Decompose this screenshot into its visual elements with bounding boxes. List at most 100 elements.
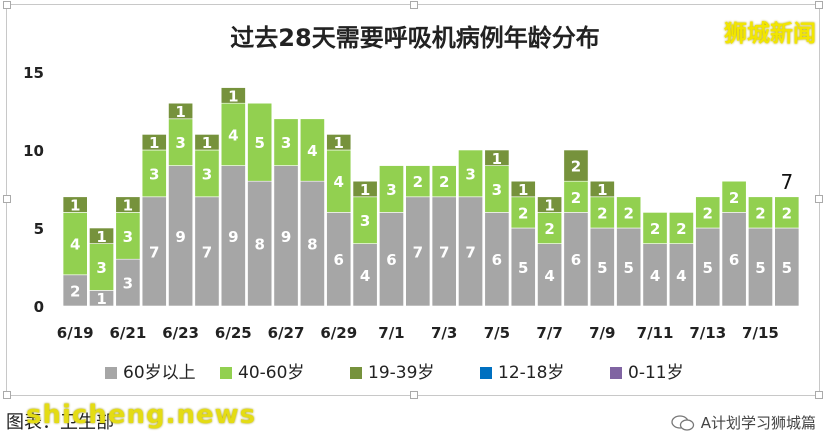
x-tick-label: 6/29 [320,324,357,342]
resize-handle[interactable] [815,195,823,203]
bar-segment [748,196,773,229]
bar-segment [616,196,642,229]
bar-segment [668,212,694,244]
bar-segment [326,149,352,213]
legend-label: 12-18岁 [498,363,564,383]
data-label: 3 [123,228,133,246]
data-label: 2 [703,204,713,222]
x-tick-label: 6/23 [162,324,199,342]
bar-segment [299,118,325,182]
legend-swatch [350,367,362,379]
bar-segment [62,212,88,276]
bar-segment [484,149,510,166]
resize-handle[interactable] [3,1,11,9]
bar-segment [194,149,220,198]
data-label: 7 [439,243,449,261]
data-label: 7 [202,243,212,261]
bar-segment [141,149,167,198]
bar-segment [247,180,273,307]
x-tick-label: 6/27 [268,324,305,342]
data-label: 3 [149,165,159,183]
data-label: 2 [439,173,449,191]
data-label: 8 [254,236,264,254]
x-tick-label: 7/9 [589,324,615,342]
data-label: 9 [228,228,238,246]
resize-handle[interactable] [410,1,418,9]
data-label: 3 [492,181,502,199]
bar-segment [563,180,589,213]
x-tick-label: 7/11 [637,324,674,342]
data-label: 6 [571,251,581,269]
bar-segment [695,227,721,307]
data-label: 3 [360,212,370,230]
bar-segment [537,243,563,307]
bar-segment [642,212,668,244]
data-label: 4 [70,236,80,254]
bar-segment [115,212,141,260]
data-label: 2 [650,220,660,238]
data-label: 2 [755,204,765,222]
resize-handle[interactable] [815,1,823,9]
bar-segment [194,196,220,307]
legend-label: 60岁以上 [123,363,196,383]
data-label: 2 [70,282,80,300]
data-label: 2 [676,220,686,238]
bar-segment [247,102,273,182]
resize-handle[interactable] [815,391,823,399]
data-label: 1 [202,134,212,152]
data-label: 1 [334,134,344,152]
data-label: 4 [228,126,238,144]
data-label: 1 [149,134,159,152]
y-tick-label: 0 [34,298,44,316]
data-label: 1 [70,197,80,215]
bar-segment [62,196,88,213]
data-label: 1 [492,150,502,168]
wechat-icon [671,414,694,431]
data-label: 9 [175,228,185,246]
data-label: 3 [123,275,133,293]
data-label: 3 [386,181,396,199]
y-tick-label: 5 [34,220,44,238]
data-label: 6 [492,251,502,269]
data-label: 7 [413,243,423,261]
bar-segment [273,118,299,166]
data-label: 6 [334,251,344,269]
resize-handle[interactable] [410,391,418,399]
brand-label: 狮城新闻 [724,21,816,47]
data-label: 3 [175,134,185,152]
resize-handle[interactable] [3,391,11,399]
data-label: 1 [544,197,554,215]
y-tick-label: 15 [23,64,44,82]
data-label: 2 [782,204,792,222]
legend-swatch [610,367,622,379]
data-label: 6 [729,251,739,269]
bar-segment [695,196,721,229]
data-label: 2 [571,158,581,176]
bar-segment [405,165,431,198]
data-label: 5 [254,134,264,152]
bar-segment [220,87,246,104]
x-tick-label: 7/15 [742,324,779,342]
data-label: 1 [123,197,133,215]
bar-segment [352,180,378,198]
bar-segment [273,165,299,307]
x-tick-label: 7/5 [484,324,510,342]
bar-segment [589,180,615,198]
x-tick-label: 7/1 [378,324,404,342]
bar-segment [379,212,404,307]
total-annotation: 7 [780,170,793,194]
bar-segment [326,212,352,307]
bar-segment [774,196,800,229]
x-tick-label: 7/13 [689,324,726,342]
bar-segment [589,196,615,229]
y-tick-label: 10 [23,142,44,160]
bar-segment [458,196,483,307]
data-label: 5 [623,259,633,277]
data-label: 5 [755,259,765,277]
bar-segment [510,196,536,229]
legend-label: 19-39岁 [368,363,434,383]
resize-handle[interactable] [3,195,11,203]
data-label: 1 [96,228,106,246]
legend-label: 40-60岁 [238,363,304,383]
